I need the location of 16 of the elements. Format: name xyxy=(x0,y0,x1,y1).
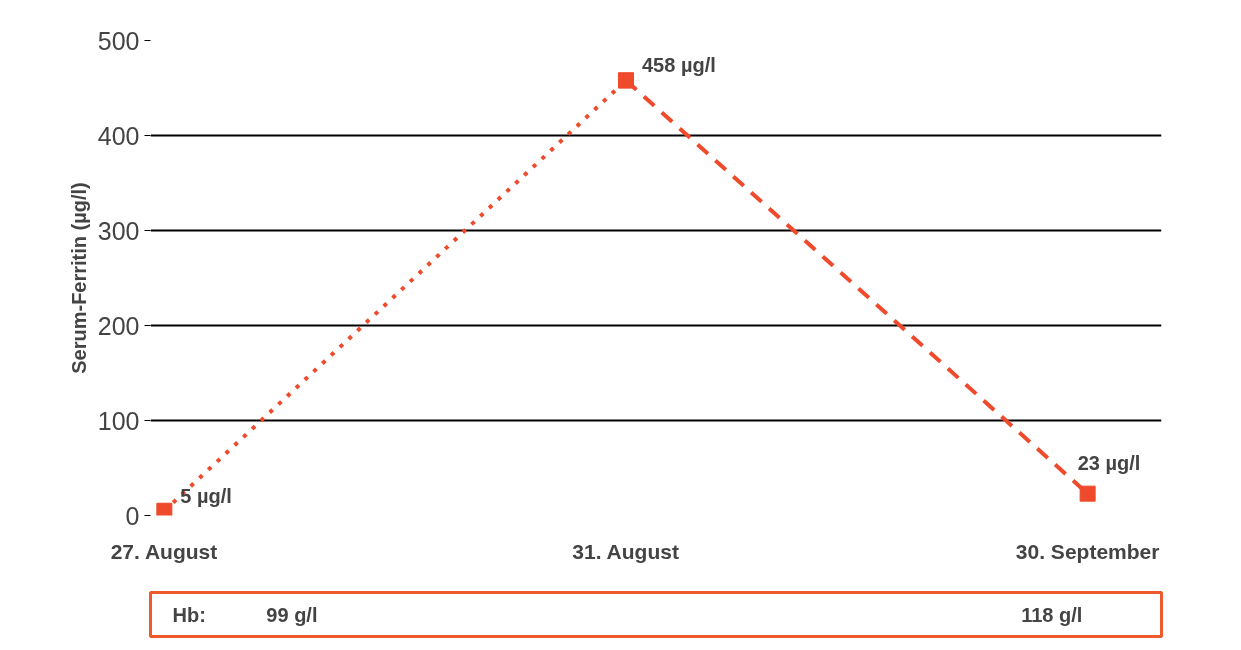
y-axis-title: Serum-Ferritin (µg/l) xyxy=(67,182,90,374)
data-label: 23 µg/l xyxy=(1077,451,1141,474)
text: 118 g/l xyxy=(1021,603,1083,626)
y-tick-label: 300 xyxy=(97,216,140,245)
x-tick-label: 30. September xyxy=(1015,539,1160,563)
x-tick-label: 27. August xyxy=(110,539,218,563)
text: Hb: xyxy=(172,603,206,626)
y-tick-label: 200 xyxy=(97,311,140,340)
data-label: 458 µg/l xyxy=(641,54,716,77)
x-tick-label: 31. August xyxy=(572,539,679,563)
y-tick-label: 400 xyxy=(97,121,140,150)
data-label: 5 µg/l xyxy=(180,484,232,507)
y-tick-label: 100 xyxy=(97,406,140,435)
y-tick-label: 500 xyxy=(97,26,140,55)
y-tick-label: 0 xyxy=(125,501,140,530)
text: 99 g/l xyxy=(266,603,318,626)
